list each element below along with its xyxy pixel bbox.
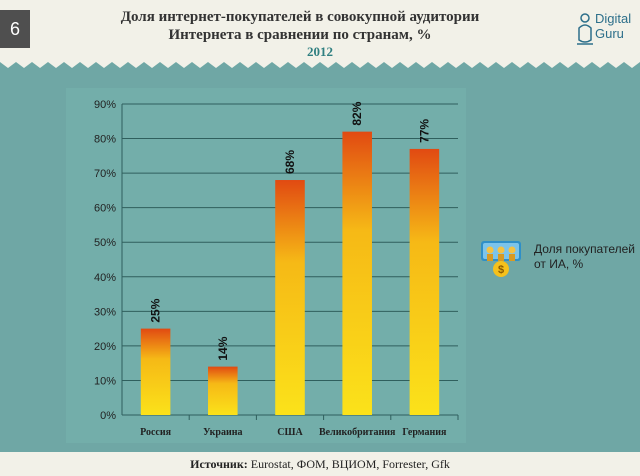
x-tick-label: Германия [402,427,447,438]
x-tick-label: Великобритания [319,427,396,438]
y-tick-label: 30% [94,306,116,318]
data-label: 14% [216,336,230,360]
y-tick-label: 90% [94,99,116,111]
bar [208,366,238,415]
x-tick-label: США [277,427,303,438]
y-tick-label: 10% [94,375,116,387]
bar [275,180,305,415]
title-line-2: Интернета в сравнении по странам, % [168,27,432,43]
bar-chart: 0% 10% 20% 30% 40% 50% 60% 70% 80% 90% 25% Россия 14… [94,99,459,438]
source-label: Источник: [190,457,248,471]
legend: $ Доля покупателей от ИА, % [480,240,640,284]
x-tick-label: Украина [203,427,242,438]
title-line-1: Доля интернет-покупателей в совокупной а… [120,9,480,25]
shoppers-icon: $ [481,241,521,277]
logo-line-2: Guru [595,26,624,41]
y-tick-label: 0% [100,410,116,422]
y-tick-label: 40% [94,272,116,284]
data-label: 68% [283,150,297,174]
zigzag-divider [0,58,640,68]
data-label: 25% [149,298,163,322]
x-tick-label: Россия [140,427,171,438]
source-footer: Источник: Eurostat, ФОМ, ВЦИОМ, Forreste… [0,452,640,476]
bar [342,131,372,415]
header-band [0,0,640,62]
slide-number: 6 [0,10,30,48]
bars-layer [140,131,440,415]
bar [409,148,440,415]
y-tick-label: 20% [94,341,116,353]
data-label: 82% [350,101,364,125]
y-tick-label: 80% [94,134,116,146]
logo-line-1: Digital [595,11,632,26]
data-label: 77% [417,119,431,143]
y-tick-label: 50% [94,237,116,249]
y-tick-label: 70% [94,168,116,180]
source-value: Eurostat, ФОМ, ВЦИОМ, Forrester, Gfk [247,457,450,471]
page-title: Доля интернет-покупателей в совокупной а… [60,8,540,44]
legend-label: Доля покупателей от ИА, % [534,242,635,271]
bar [140,328,171,415]
year-label: 2012 [307,44,333,59]
labels-layer: 0% 10% 20% 30% 40% 50% 60% 70% 80% 90% 25% Россия 14… [94,99,447,438]
digital-guru-logo-icon [577,13,593,45]
svg-text:$: $ [498,264,504,276]
chart-panel: 0% 10% 20% 30% 40% 50% 60% 70% 80% 90% 25% Россия 14… [66,88,466,443]
y-tick-label: 60% [94,203,116,215]
